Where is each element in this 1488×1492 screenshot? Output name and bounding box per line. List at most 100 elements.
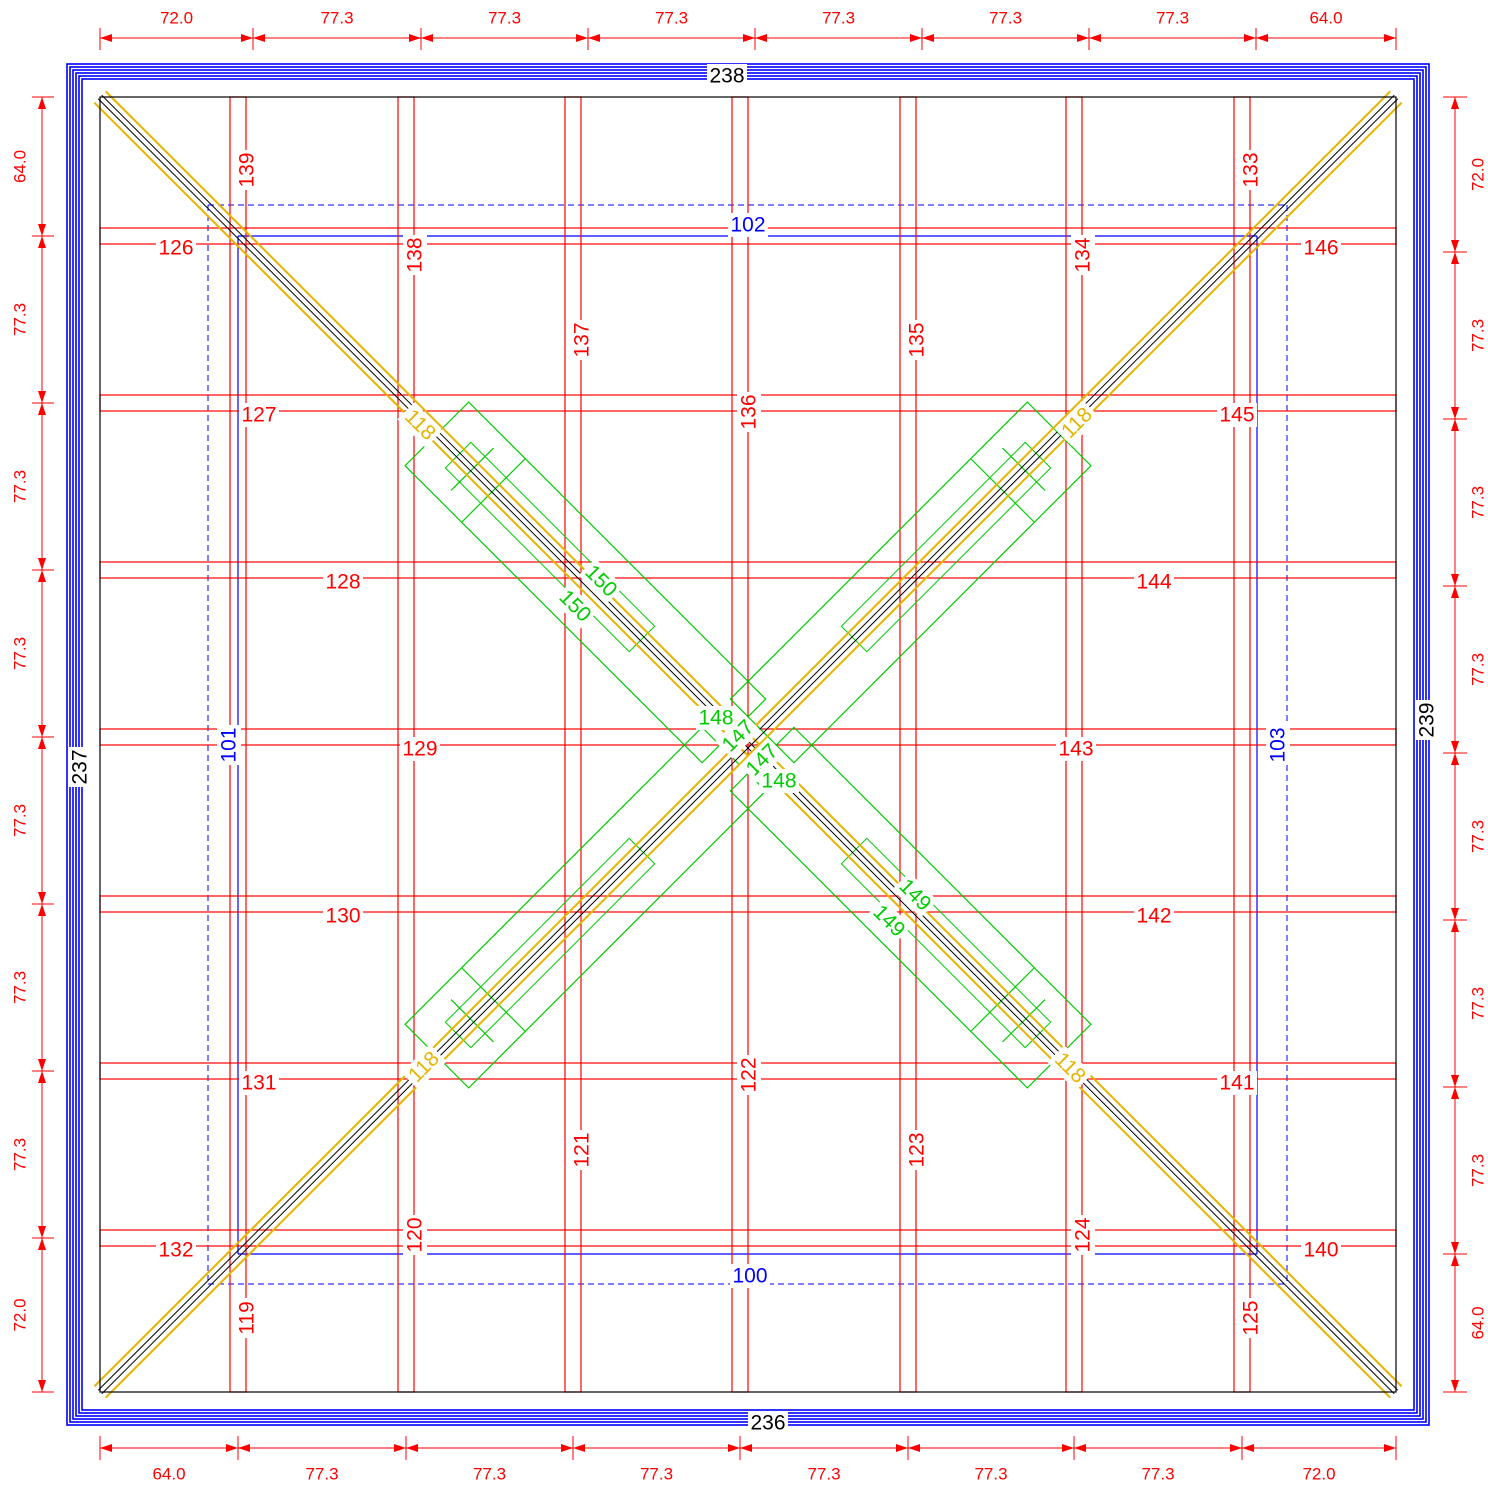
dimension-arrow [1077, 34, 1089, 42]
dimension-left-label-group: 77.3 [11, 971, 30, 1004]
dimension-left-label: 77.3 [11, 804, 30, 837]
edge-beam-left-label: 237 [69, 749, 92, 784]
ring-beam-left-label: 101 [218, 727, 241, 762]
brace-inner [444, 441, 656, 653]
vertical-beam-top-label-group: 137 [570, 320, 594, 360]
dimension-arrow [1230, 1444, 1242, 1452]
diagonal-beam-edge [93, 101, 1392, 1399]
dimension-arrow [100, 34, 112, 42]
dimension-top-label-group: 77.3 [655, 9, 688, 28]
horizontal-beam-right-label-group: 140 [1301, 1238, 1341, 1262]
dimension-arrow [755, 34, 767, 42]
vertical-beam-top-label: 134 [1072, 237, 1095, 272]
dimension-arrow [421, 34, 433, 42]
ring-beam-top-label-group: 102 [728, 213, 768, 237]
vertical-beam-top-label-mask [570, 320, 594, 360]
dimension-arrow [406, 1444, 418, 1452]
dimension-left-label-group: 77.3 [11, 303, 30, 336]
edge-beam-bottom-label-group: 236 [748, 1411, 788, 1435]
dimension-arrow [394, 1444, 406, 1452]
ring-beam-left-label-mask [217, 725, 241, 765]
horizontal-beam-left-label-group: 131 [239, 1071, 279, 1095]
vertical-beam-top-label-mask [737, 392, 761, 432]
horizontal-beam-right-label: 145 [1219, 404, 1254, 427]
slab-outline [99, 96, 1397, 1393]
vertical-beam-top-label: 138 [404, 237, 427, 272]
dimension-top-label-group: 77.3 [320, 9, 353, 28]
dimension-top-label-group: 77.3 [989, 9, 1022, 28]
horizontal-beam-left-label-mask [156, 1238, 196, 1262]
dimension-arrow [728, 1444, 740, 1452]
dimension-arrow [38, 570, 46, 582]
brace-outline-group [729, 401, 1092, 764]
horizontal-beam-right-label-group: 141 [1217, 1071, 1257, 1095]
horizontal-beam-right-label-mask [1301, 236, 1341, 260]
diagonal-beam-edge [104, 101, 1403, 1399]
vertical-beam-bottom-label-group: 121 [570, 1130, 594, 1170]
horizontal-beam-left-label-group: 129 [400, 737, 440, 761]
vertical-beam-bottom-label-mask [403, 1215, 427, 1255]
dimension-bottom-label: 72.0 [1302, 1465, 1335, 1484]
ring-beam-top-label: 102 [730, 214, 765, 237]
dimension-arrow [1451, 97, 1459, 109]
dimension-arrow [38, 391, 46, 403]
diagonal-beam-edge [104, 90, 1403, 1388]
dimension-arrow [1384, 1444, 1396, 1452]
diagonal-beam-label-sw-group: 118 [401, 1044, 447, 1090]
vertical-beam-bottom-label-group: 120 [403, 1215, 427, 1255]
brace-nw-lower-label-mask [552, 583, 598, 629]
dimension-top-label-group: 72.0 [160, 9, 193, 28]
dimension-arrow [38, 236, 46, 248]
dimension-top-label-group: 77.3 [488, 9, 521, 28]
vertical-beam-top-label: 137 [571, 322, 594, 357]
vertical-beam-top-label: 135 [906, 322, 929, 357]
ring-beam-right-label-mask [1266, 725, 1290, 765]
dimension-bottom-label-group: 77.3 [305, 1465, 338, 1484]
horizontal-beam-left-label: 131 [241, 1072, 276, 1095]
dimension-right-label-group: 72.0 [1469, 158, 1488, 191]
dimension-bottom-label: 77.3 [640, 1465, 673, 1484]
edge-beam-layer [66, 63, 1430, 1426]
dimension-left-label-group: 77.3 [11, 1138, 30, 1171]
dimension-right-label: 77.3 [1469, 486, 1488, 519]
edge-beam-right-label-group: 239 [1415, 700, 1439, 740]
horizontal-beam-left-label-mask [156, 236, 196, 260]
dimension-left-label-group: 77.3 [11, 470, 30, 503]
dimension-arrow [588, 34, 600, 42]
dimension-arrow [740, 1444, 752, 1452]
dimension-bottom-label: 77.3 [473, 1465, 506, 1484]
dimension-top-label: 64.0 [1309, 9, 1342, 28]
dimension-right-label: 64.0 [1469, 1306, 1488, 1339]
horizontal-beam-right-label: 140 [1303, 1239, 1338, 1262]
ring-beam-left-label-group: 101 [217, 725, 241, 765]
dimension-arrow [409, 34, 421, 42]
dimension-arrow [1451, 419, 1459, 431]
brace-left-short-label-group: 148 [696, 706, 736, 730]
dimension-arrow [1451, 1075, 1459, 1087]
edge-beam-right-label: 239 [1416, 702, 1439, 737]
dimension-top-label: 72.0 [160, 9, 193, 28]
dimension-arrow [253, 34, 265, 42]
dimension-arrow [1451, 753, 1459, 765]
vertical-beam-top-label: 139 [236, 152, 259, 187]
dimension-bottom-label: 77.3 [807, 1465, 840, 1484]
dimension-left-label: 72.0 [11, 1298, 30, 1331]
brace-nw-lower-label: 150 [554, 585, 595, 626]
dimension-left-label-group: 72.0 [11, 1298, 30, 1331]
horizontal-beam-right-label-mask [1217, 403, 1257, 427]
horizontal-beam-right-label: 144 [1136, 571, 1171, 594]
dimension-top-label-group: 77.3 [1156, 9, 1189, 28]
vertical-beam-bottom-label-group: 122 [737, 1055, 761, 1095]
dimension-arrow [561, 1444, 573, 1452]
diagonal-beam-label-se-mask [1047, 1045, 1093, 1091]
vertical-beam-bottom-label: 123 [906, 1132, 929, 1167]
horizontal-beam-right-label-mask [1134, 570, 1174, 594]
vertical-beam-top-label-group: 134 [1071, 235, 1095, 275]
dimension-arrow [743, 34, 755, 42]
vertical-beam-bottom-label: 121 [571, 1132, 594, 1167]
dimension-arrow [1451, 1087, 1459, 1099]
brace-left-short-label-mask [696, 706, 736, 730]
dimension-arrow [38, 1380, 46, 1392]
